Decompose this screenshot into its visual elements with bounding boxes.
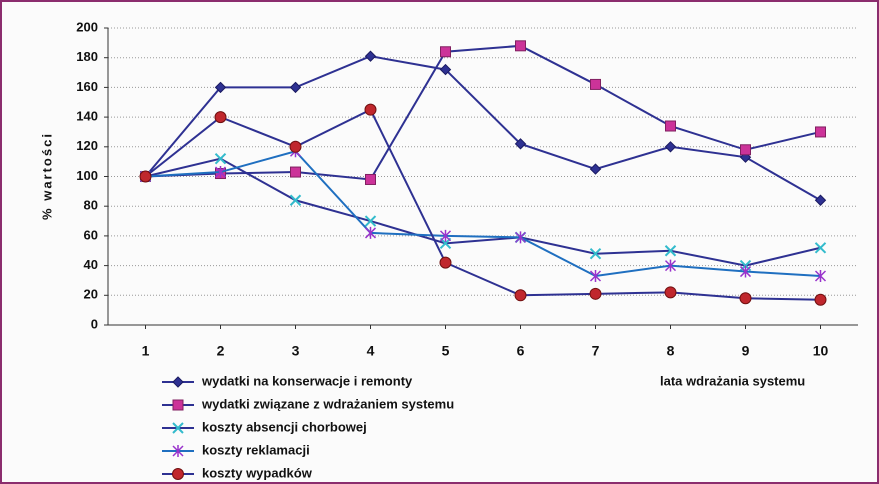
point [439,256,452,269]
point [289,194,302,206]
series-line [145,44,821,181]
point [440,46,451,58]
x-tick-label: 3 [292,343,300,359]
series: wydatki na konserwacje i remonty [139,50,827,388]
point [439,229,452,242]
point [514,231,527,244]
point [214,81,227,94]
y-tick-label: 100 [76,168,98,183]
y-tick-label: 160 [76,79,98,94]
point [172,468,184,480]
point [589,287,602,300]
y-axis-title: % wartości [39,132,54,220]
series-line [145,150,821,278]
y-tick-label: 200 [76,19,98,34]
series-line [144,55,821,202]
point [665,120,676,132]
point [515,40,526,52]
y-tick-label: 20 [84,287,98,302]
y-tick-label: 80 [84,198,98,213]
series: koszty absencji chorbowej [139,152,827,434]
point [815,126,826,138]
point [514,138,527,150]
point [364,103,377,116]
point [814,242,827,254]
series: koszty wypadków [139,103,827,480]
point [739,265,752,278]
point [172,399,184,411]
point [214,111,227,124]
x-tick-label: 2 [217,343,225,359]
point [139,170,152,183]
legend-label: koszty wypadków [202,465,313,480]
point [589,248,602,260]
legend-label: koszty reklamacji [202,442,310,457]
legend-label: koszty absencji chorbowej [202,419,367,434]
point [664,286,677,299]
point [364,226,377,239]
point [814,194,827,206]
point [514,289,527,302]
point [172,422,184,434]
point [364,50,377,62]
y-tick-label: 60 [84,227,98,242]
x-tick-label: 4 [367,343,375,359]
x-tick-label: 1 [142,343,150,359]
series-line [145,157,821,267]
x-tick-label: 5 [442,343,450,359]
series: wydatki związane z wdrażaniem systemu [140,40,826,411]
y-tick-label: 40 [84,257,98,272]
x-tick-label: 7 [592,343,600,359]
y-tick-label: 180 [76,49,98,64]
x-axis-title: lata wdrażania systemu [660,373,805,388]
x-tick-label: 6 [517,343,525,359]
point [739,292,752,305]
point [590,78,601,90]
y-tick-label: 120 [76,138,98,153]
point [664,141,677,153]
point [214,166,227,179]
point [664,259,677,272]
series-line [144,108,821,301]
point [289,81,302,94]
y-tick-label: 140 [76,109,98,124]
x-tick-label: 8 [667,343,675,359]
point [439,63,452,76]
point [814,269,827,282]
point [289,140,302,153]
point [589,163,602,175]
point [740,144,751,156]
point [290,166,301,178]
legend-label: wydatki na konserwacje i remonty [201,373,413,388]
x-tick-label: 9 [742,343,750,359]
point [172,376,184,388]
point [214,152,227,165]
legend-label: wydatki związane z wdrażaniem systemu [201,396,454,411]
point [814,293,827,306]
point [364,215,377,227]
x-tick-label: 10 [813,343,829,359]
y-tick-label: 0 [91,316,98,331]
point [589,269,602,282]
point [664,245,677,257]
point [172,445,184,457]
point [365,173,376,185]
